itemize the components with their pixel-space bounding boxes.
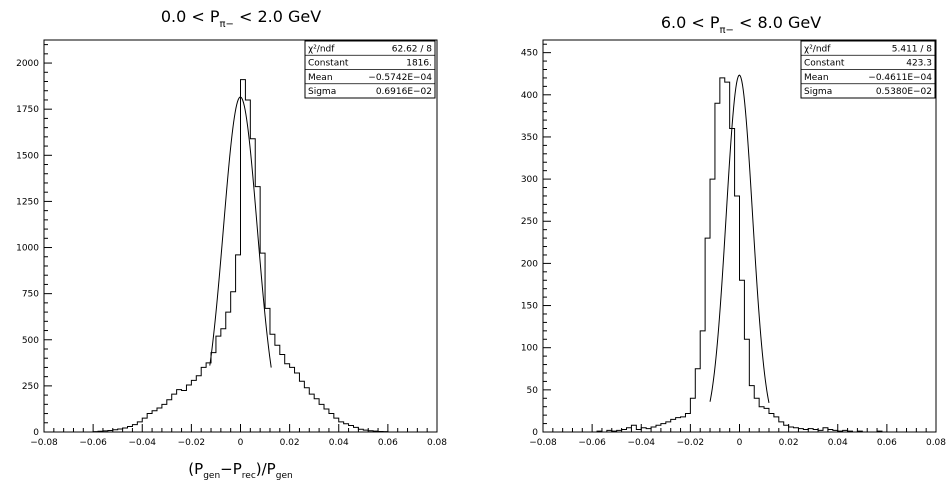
x-tick-label: −0.08	[30, 438, 58, 448]
histogram-bins	[92, 79, 389, 433]
y-tick-label: 250	[22, 382, 39, 392]
x-axis-label: (Pgen−Prec)/Pgen	[188, 460, 292, 481]
title-subscript: π−	[219, 19, 233, 30]
stats-value: −0.4611E−04	[868, 73, 932, 83]
y-tick-label: 350	[521, 133, 538, 143]
y-tick-label: 100	[521, 344, 538, 354]
x-axis-label-subscript: rec	[242, 471, 256, 481]
stats-label: Mean	[804, 73, 829, 83]
gaussian-fit-curve	[709, 74, 770, 403]
x-axis-label-text: )/P	[256, 460, 276, 478]
stats-value: 0.5380E−02	[876, 87, 932, 97]
stats-value: −0.5742E−04	[368, 73, 432, 83]
y-tick-label: 150	[521, 302, 538, 312]
x-tick-label: 0.06	[877, 438, 897, 448]
gaussian-fit-curve	[209, 96, 272, 368]
stats-value: 0.6916E−02	[376, 87, 432, 97]
stats-label: χ²/ndf	[308, 44, 335, 54]
y-tick-label: 300	[521, 175, 538, 185]
x-tick-label: 0.02	[779, 438, 799, 448]
y-tick-label: 0	[33, 428, 39, 438]
chart-title: 6.0 < Pπ− < 8.0 GeV	[661, 13, 821, 36]
title-tail: < 2.0 GeV	[234, 7, 321, 26]
title-text: 6.0 < P	[661, 13, 720, 32]
x-tick-label: 0	[238, 438, 244, 448]
x-tick-label: −0.02	[178, 438, 206, 448]
y-tick-label: 1000	[16, 244, 39, 254]
y-tick-label: 1250	[16, 197, 39, 207]
right-histogram-panel: 6.0 < Pπ− < 8.0 GeV −0.08 −0.06 −0.04 −0.02 0…	[521, 13, 946, 448]
stats-label: Sigma	[308, 87, 336, 97]
x-tick-label: 0.04	[329, 438, 349, 448]
x-tick-label: 0.02	[280, 438, 300, 448]
x-tick-label: 0	[737, 438, 743, 448]
y-tick-label: 450	[521, 49, 538, 59]
y-tick-label: 1750	[16, 105, 39, 115]
x-tick-label: −0.04	[128, 438, 156, 448]
stats-label: Constant	[308, 59, 349, 69]
stats-label: Constant	[804, 59, 845, 69]
title-subscript: π−	[719, 25, 733, 36]
x-tick-label: 0.08	[926, 438, 946, 448]
left-histogram-panel: 0.0 < Pπ− < 2.0 GeV −0.08 −0.06 −0.04 −0.02 0…	[16, 7, 447, 481]
y-tick-label: 500	[22, 336, 39, 346]
x-tick-label: −0.06	[79, 438, 107, 448]
y-tick-label: 50	[527, 386, 539, 396]
y-tick-label: 200	[521, 259, 538, 269]
stats-value: 423.3	[906, 59, 932, 69]
x-tick-label: −0.06	[578, 438, 606, 448]
x-tick-label: 0.08	[427, 438, 447, 448]
y-tick-label: 250	[521, 217, 538, 227]
stats-value: 1816.	[406, 59, 432, 69]
stats-value: 5.411 / 8	[892, 44, 933, 54]
x-tick-label: −0.08	[529, 438, 557, 448]
x-tick-label: −0.04	[627, 438, 655, 448]
x-axis-label-text: (P	[188, 460, 203, 478]
y-tick-label: 2000	[16, 59, 39, 69]
histogram-bins	[592, 77, 887, 433]
x-tick-label: −0.02	[677, 438, 705, 448]
y-tick-label: 0	[532, 428, 538, 438]
x-axis-label-subscript: gen	[276, 471, 293, 481]
chart-title: 0.0 < Pπ− < 2.0 GeV	[161, 7, 321, 30]
x-tick-label: 0.06	[378, 438, 398, 448]
stats-label: Sigma	[804, 87, 832, 97]
x-axis-label-text: −P	[220, 460, 242, 478]
stats-label: χ²/ndf	[804, 44, 831, 54]
stats-value: 62.62 / 8	[392, 44, 433, 54]
title-text: 0.0 < P	[161, 7, 220, 26]
stats-label: Mean	[308, 73, 333, 83]
y-tick-label: 400	[521, 91, 538, 101]
y-tick-label: 1500	[16, 151, 39, 161]
x-tick-label: 0.04	[828, 438, 848, 448]
title-tail: < 8.0 GeV	[734, 13, 821, 32]
x-axis-label-subscript: gen	[203, 471, 220, 481]
y-tick-label: 750	[22, 290, 39, 300]
